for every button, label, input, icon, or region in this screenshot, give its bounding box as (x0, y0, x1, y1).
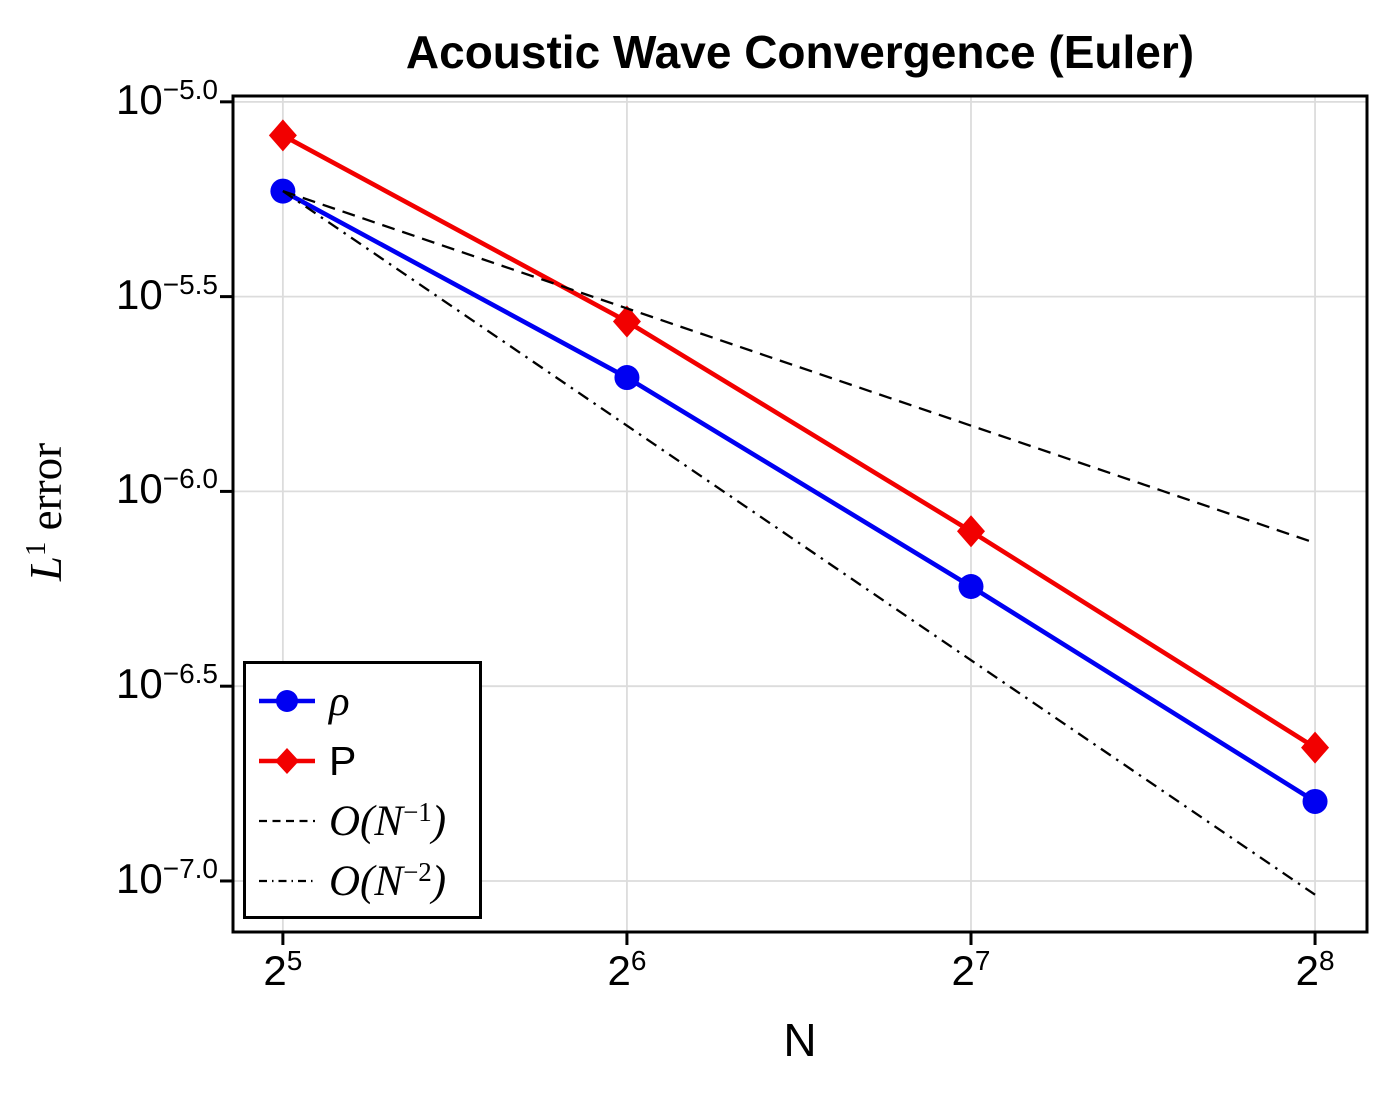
pressure-marker-diamond (1301, 731, 1330, 764)
tick-base: 10 (116, 75, 163, 123)
pressure-marker-diamond (612, 305, 641, 338)
legend-label: ρ (329, 677, 350, 725)
y-tick-label: 10−6.0 (58, 463, 218, 513)
x-tick-label: 27 (951, 945, 991, 994)
y-axis-label-superscript: 1 (20, 541, 52, 557)
tick-exponent: 5 (286, 945, 303, 976)
tick-base: 2 (951, 947, 975, 994)
legend-label: P (329, 737, 357, 784)
legend-row: O(N−2) (246, 851, 479, 911)
tick-exponent: 6 (630, 945, 647, 976)
legend-swatch (259, 879, 315, 883)
tick-exponent: 7 (974, 945, 991, 976)
y-tick-label: 10−6.5 (58, 658, 218, 708)
y-axis-label: L1 error (20, 443, 72, 581)
tick-base: 2 (263, 947, 287, 994)
tick-base: 2 (1295, 947, 1319, 994)
legend-swatch (259, 748, 315, 774)
plot-area (220, 94, 1369, 945)
legend-label-pre: O(N (329, 857, 404, 905)
tick-exponent: −7.0 (162, 852, 218, 884)
rho-marker-circle (1302, 788, 1328, 814)
legend: ρ P O(N−1) O(N−2) (243, 661, 482, 919)
rho-marker-circle (614, 365, 640, 391)
y-tick-label: 10−5.5 (58, 268, 218, 318)
ref-line-order-1 (282, 190, 1316, 545)
legend-label: O(N−1) (329, 796, 447, 845)
legend-marker-diamond (275, 748, 299, 774)
legend-label-post: ) (431, 797, 447, 845)
tick-base: 10 (116, 854, 163, 902)
tick-exponent: −6.5 (162, 658, 218, 690)
tick-exponent: −5.5 (162, 268, 218, 300)
legend-label-pre: O(N (329, 797, 404, 845)
x-tick-label: 26 (607, 945, 647, 994)
legend-label: O(N−2) (329, 856, 447, 905)
pressure-line (280, 133, 1318, 750)
legend-swatch (259, 690, 315, 712)
tick-base: 10 (116, 660, 163, 708)
x-tick-label: 28 (1295, 945, 1335, 994)
tick-exponent: 8 (1318, 945, 1335, 976)
tick-base: 10 (116, 270, 163, 318)
legend-row: P (246, 731, 479, 791)
legend-swatch (259, 819, 315, 823)
legend-label-superscript: −1 (403, 796, 432, 827)
legend-row: O(N−1) (246, 791, 479, 851)
legend-label-superscript: −2 (403, 856, 432, 887)
legend-label-post: ) (431, 857, 447, 905)
legend-marker-circle (276, 690, 298, 712)
ref-line-order-2 (282, 190, 1316, 896)
tick-exponent: −5.0 (162, 73, 218, 105)
tick-base: 10 (116, 465, 163, 513)
chart-title: Acoustic Wave Convergence (Euler) (405, 26, 1195, 78)
y-tick-label: 10−7.0 (58, 852, 218, 902)
legend-row: ρ (246, 671, 479, 731)
plot-frame (231, 94, 1369, 934)
x-axis-label: N (783, 1014, 817, 1066)
y-tick-label: 10−5.0 (58, 73, 218, 123)
rho-marker-circle (958, 574, 984, 600)
x-tick-label: 25 (263, 945, 303, 994)
tick-base: 2 (607, 947, 631, 994)
y-axis-label-letter: L (21, 556, 71, 582)
rho-line (280, 188, 1318, 804)
pressure-marker-diamond (956, 515, 985, 548)
pressure-marker-diamond (268, 119, 297, 152)
tick-exponent: −6.0 (162, 463, 218, 495)
